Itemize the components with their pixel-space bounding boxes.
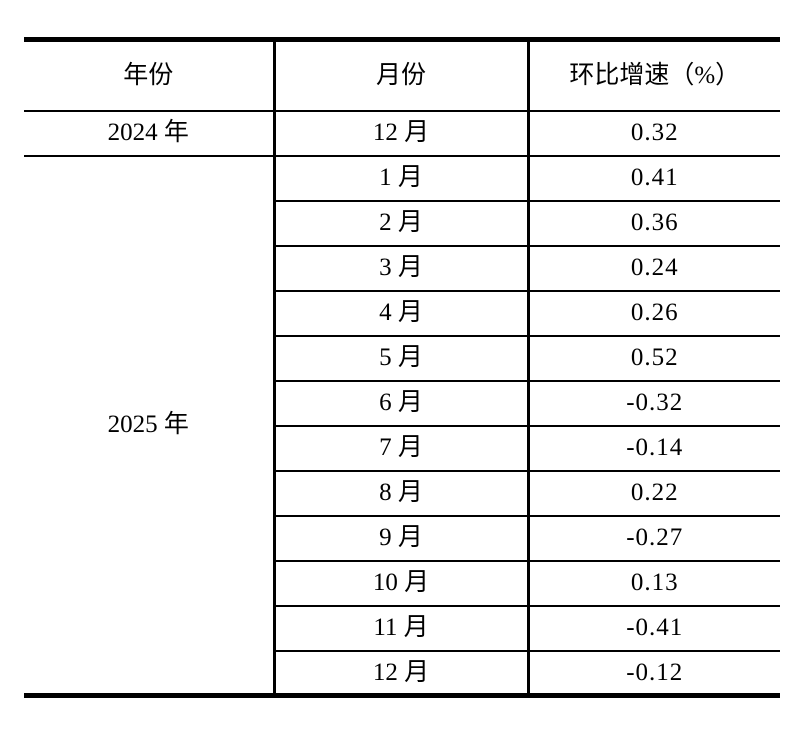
value-cell: 0.36 — [526, 199, 780, 247]
table-row: 11 月 -0.41 — [24, 604, 780, 652]
value-cell: 0.24 — [526, 244, 780, 292]
month-cell: 10 月 — [274, 559, 530, 607]
header-year: 年份 — [24, 38, 276, 112]
growth-rate-table: 年份 月份 环比增速（%） 2024 年 12 月 0.32 2025 年 1 … — [24, 37, 780, 698]
month-cell: 6 月 — [274, 379, 530, 427]
table-row: 2025 年 1 月 0.41 — [24, 154, 780, 697]
month-cell: 3 月 — [274, 244, 530, 292]
value-cell: -0.32 — [526, 379, 780, 427]
month-cell: 12 月 — [274, 649, 530, 697]
month-cell: 2 月 — [274, 199, 530, 247]
value-cell: 0.13 — [526, 559, 780, 607]
value-cell: -0.12 — [526, 649, 780, 697]
table-row: 9 月 -0.27 — [24, 514, 780, 562]
year-cell-2025: 2025 年 — [24, 154, 276, 697]
month-cell: 12 月 — [272, 109, 530, 157]
month-cell: 9 月 — [274, 514, 530, 562]
month-cell: 5 月 — [274, 334, 530, 382]
header-growth: 环比增速（%） — [526, 38, 780, 112]
month-cell: 11 月 — [274, 604, 530, 652]
table-row: 6 月 -0.32 — [24, 379, 780, 427]
table-row: 7 月 -0.14 — [24, 424, 780, 472]
value-cell: 0.22 — [526, 469, 780, 517]
value-cell: -0.27 — [526, 514, 780, 562]
month-cell: 7 月 — [274, 424, 530, 472]
value-cell: -0.14 — [526, 424, 780, 472]
year-cell-2024: 2024 年 — [24, 109, 276, 157]
table-row: 5 月 0.52 — [24, 334, 780, 382]
value-cell: 0.32 — [526, 109, 780, 157]
month-cell: 4 月 — [274, 289, 530, 337]
table-row: 4 月 0.26 — [24, 289, 780, 337]
table-row: 3 月 0.24 — [24, 244, 780, 292]
header-month: 月份 — [272, 38, 530, 112]
table-row: 12 月 -0.12 — [24, 649, 780, 697]
table-row: 2 月 0.36 — [24, 199, 780, 247]
value-cell: -0.41 — [526, 604, 780, 652]
table-row: 10 月 0.13 — [24, 559, 780, 607]
table-row: 8 月 0.22 — [24, 469, 780, 517]
table-header-row: 年份 月份 环比增速（%） — [24, 38, 780, 112]
value-cell: 0.26 — [526, 289, 780, 337]
value-cell: 0.41 — [526, 154, 780, 202]
month-cell: 8 月 — [274, 469, 530, 517]
month-cell: 1 月 — [272, 154, 530, 202]
table-row: 2024 年 12 月 0.32 — [24, 109, 780, 157]
value-cell: 0.52 — [526, 334, 780, 382]
